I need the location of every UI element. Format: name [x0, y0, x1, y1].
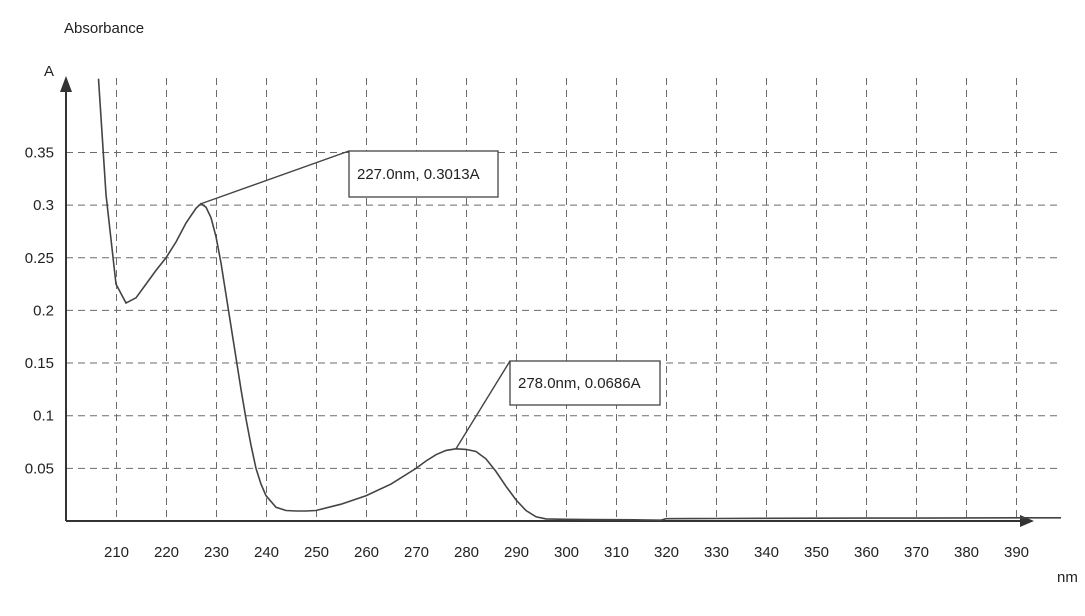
peak-annotations: 227.0nm, 0.3013A 278.0nm, 0.0686A — [200, 150, 661, 450]
x-tick-label: 300 — [554, 544, 579, 561]
annotation-label: 227.0nm, 0.3013A — [357, 166, 480, 183]
x-tick-label: 320 — [654, 544, 679, 561]
x-axis-arrow — [1020, 515, 1034, 527]
absorbance-curve — [97, 78, 1061, 522]
x-tick-label: 250 — [304, 544, 329, 561]
y-tick-label: 0.05 — [25, 460, 54, 477]
grid — [66, 78, 1060, 521]
annotation-leader — [455, 360, 511, 450]
y-tick-label: 0.2 — [33, 302, 54, 319]
y-tick-label: 0.15 — [25, 355, 54, 372]
x-tick-label: 220 — [154, 544, 179, 561]
x-tick-label: 360 — [854, 544, 879, 561]
axes — [60, 76, 1034, 527]
x-tick-label: 210 — [104, 544, 129, 561]
x-tick-label: 280 — [454, 544, 479, 561]
x-tick-label: 390 — [1004, 544, 1029, 561]
y-tick-labels: 0.05 0.1 0.15 0.2 0.25 0.3 0.35 — [25, 144, 54, 477]
y-axis-title: Absorbance — [64, 20, 144, 37]
x-tick-label: 270 — [404, 544, 429, 561]
x-axis-unit: nm — [1057, 569, 1078, 586]
x-tick-label: 380 — [954, 544, 979, 561]
x-tick-label: 350 — [804, 544, 829, 561]
x-tick-label: 370 — [904, 544, 929, 561]
annotation-box — [348, 150, 499, 198]
x-tick-labels: 210 220 230 240 250 260 270 280 290 300 310 320 330 3… — [104, 544, 1029, 561]
x-tick-label: 290 — [504, 544, 529, 561]
annotation-leader — [200, 150, 350, 205]
y-tick-label: 0.35 — [25, 144, 54, 161]
annotation-label: 278.0nm, 0.0686A — [518, 375, 641, 392]
x-tick-label: 240 — [254, 544, 279, 561]
y-axis-symbol: A — [44, 63, 54, 80]
y-tick-label: 0.1 — [33, 408, 54, 425]
x-tick-label: 230 — [204, 544, 229, 561]
y-tick-label: 0.25 — [25, 250, 54, 267]
x-tick-label: 340 — [754, 544, 779, 561]
y-axis-arrow — [60, 76, 72, 92]
x-tick-label: 330 — [704, 544, 729, 561]
y-tick-label: 0.3 — [33, 197, 54, 214]
x-tick-label: 310 — [604, 544, 629, 561]
x-tick-label: 260 — [354, 544, 379, 561]
annotation-box — [509, 360, 661, 406]
